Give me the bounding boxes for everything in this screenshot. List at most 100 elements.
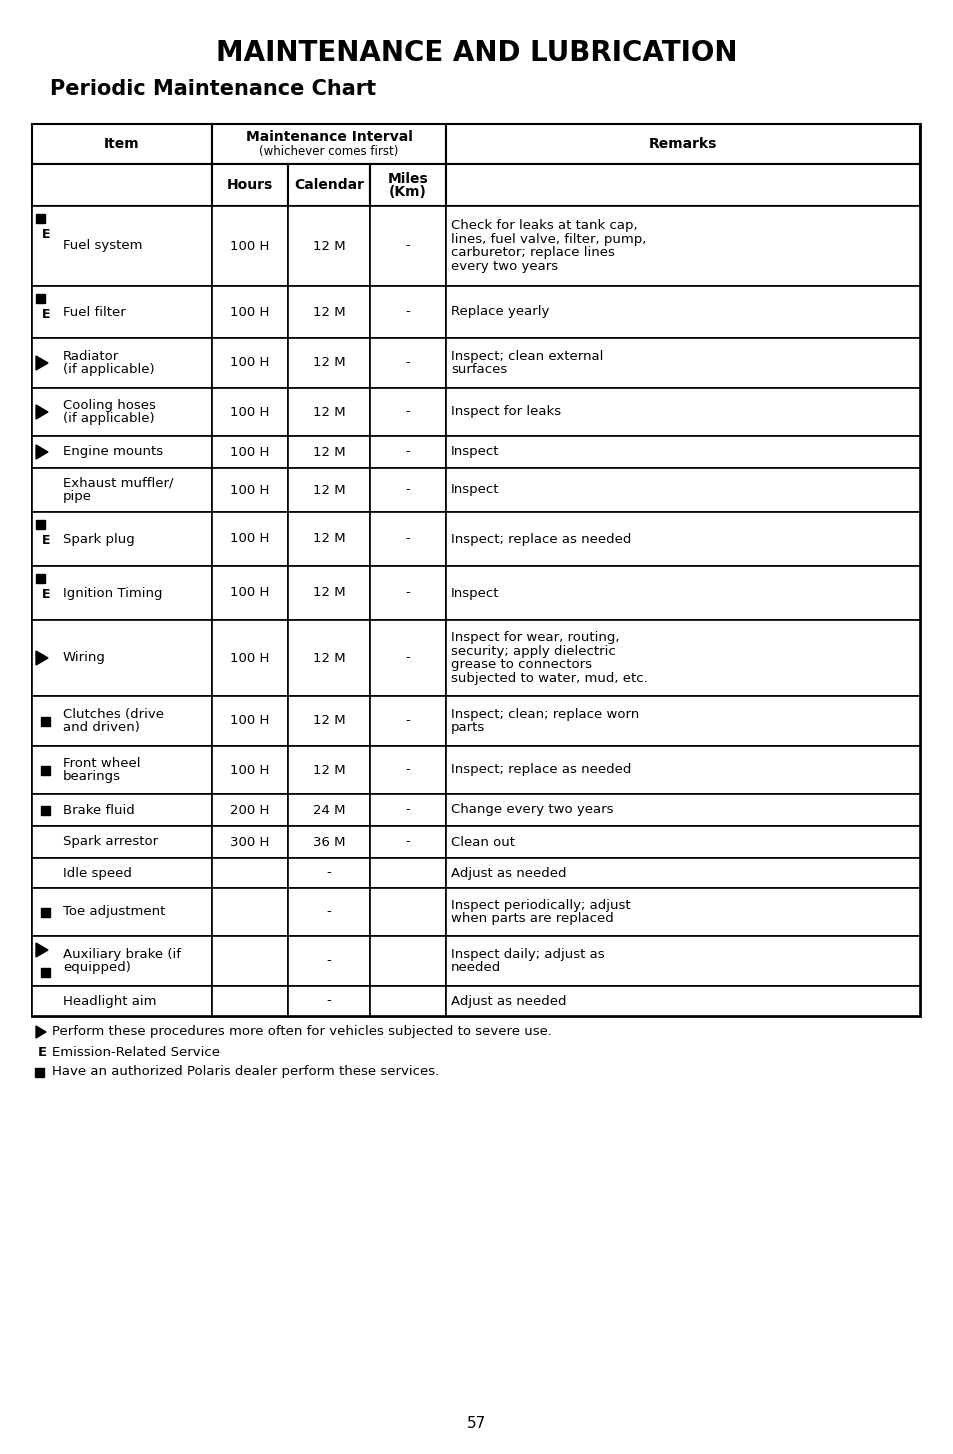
- Text: -: -: [405, 356, 410, 369]
- Bar: [288, 388, 370, 436]
- Text: Headlight aim: Headlight aim: [63, 995, 156, 1008]
- Bar: [370, 794, 446, 826]
- Text: Clutches (drive: Clutches (drive: [63, 708, 164, 721]
- Text: -: -: [405, 804, 410, 817]
- Text: 100 H: 100 H: [230, 586, 270, 599]
- Text: Idle speed: Idle speed: [63, 867, 132, 880]
- Text: parts: parts: [451, 721, 485, 734]
- Text: Have an authorized Polaris dealer perform these services.: Have an authorized Polaris dealer perfor…: [52, 1066, 438, 1079]
- Bar: [288, 164, 370, 206]
- Text: subjected to water, mud, etc.: subjected to water, mud, etc.: [451, 672, 647, 685]
- Bar: [370, 286, 446, 337]
- Text: Cooling hoses: Cooling hoses: [63, 398, 155, 411]
- Text: Miles: Miles: [387, 172, 428, 186]
- Text: security; apply dielectric: security; apply dielectric: [451, 644, 615, 657]
- Text: 100 H: 100 H: [230, 532, 270, 545]
- Bar: [288, 858, 370, 888]
- Bar: [212, 388, 288, 436]
- Bar: [288, 826, 370, 858]
- Bar: [212, 436, 288, 468]
- Text: (if applicable): (if applicable): [63, 413, 154, 426]
- Bar: [370, 888, 446, 936]
- Text: Check for leaks at tank cap,: Check for leaks at tank cap,: [451, 220, 637, 231]
- Bar: [288, 566, 370, 619]
- Bar: [212, 696, 288, 746]
- Bar: [446, 696, 919, 746]
- Bar: [288, 696, 370, 746]
- Text: 12 M: 12 M: [313, 763, 345, 776]
- Bar: [32, 826, 212, 858]
- Text: 12 M: 12 M: [313, 484, 345, 496]
- Bar: [446, 206, 919, 286]
- Text: E: E: [42, 228, 51, 241]
- Text: 12 M: 12 M: [313, 406, 345, 419]
- Bar: [288, 206, 370, 286]
- Bar: [32, 986, 212, 1016]
- Text: Spark plug: Spark plug: [63, 532, 134, 545]
- Text: Periodic Maintenance Chart: Periodic Maintenance Chart: [50, 79, 375, 99]
- Bar: [212, 826, 288, 858]
- Text: 57: 57: [467, 1416, 486, 1432]
- Text: 12 M: 12 M: [313, 714, 345, 727]
- Bar: [212, 888, 288, 936]
- Bar: [370, 619, 446, 696]
- Bar: [32, 696, 212, 746]
- Bar: [370, 696, 446, 746]
- Text: 24 M: 24 M: [313, 804, 345, 817]
- Text: needed: needed: [451, 961, 500, 974]
- Text: Adjust as needed: Adjust as needed: [451, 995, 566, 1008]
- Text: -: -: [405, 586, 410, 599]
- Text: Inspect: Inspect: [451, 445, 499, 458]
- Text: 12 M: 12 M: [313, 586, 345, 599]
- Bar: [370, 858, 446, 888]
- Bar: [288, 337, 370, 388]
- Bar: [446, 936, 919, 986]
- Text: Inspect: Inspect: [451, 484, 499, 496]
- Bar: [446, 468, 919, 512]
- Bar: [42, 967, 51, 977]
- Text: E: E: [42, 587, 51, 601]
- Text: 12 M: 12 M: [313, 532, 345, 545]
- Text: Inspect for wear, routing,: Inspect for wear, routing,: [451, 631, 618, 644]
- Bar: [370, 566, 446, 619]
- Bar: [32, 468, 212, 512]
- Text: bearings: bearings: [63, 771, 121, 784]
- Text: Maintenance Interval: Maintenance Interval: [245, 129, 412, 144]
- Bar: [36, 521, 45, 529]
- Text: Inspect; replace as needed: Inspect; replace as needed: [451, 763, 631, 776]
- Text: -: -: [405, 714, 410, 727]
- Text: Item: Item: [104, 137, 140, 151]
- Text: -: -: [405, 240, 410, 253]
- Text: 300 H: 300 H: [230, 836, 270, 849]
- Bar: [288, 986, 370, 1016]
- Text: 100 H: 100 H: [230, 356, 270, 369]
- Text: 100 H: 100 H: [230, 240, 270, 253]
- Bar: [446, 986, 919, 1016]
- Text: 100 H: 100 H: [230, 406, 270, 419]
- Text: 12 M: 12 M: [313, 305, 345, 318]
- Text: -: -: [405, 406, 410, 419]
- Polygon shape: [36, 1027, 46, 1038]
- Text: Hours: Hours: [227, 177, 273, 192]
- Bar: [288, 888, 370, 936]
- Bar: [212, 124, 446, 164]
- Text: pipe: pipe: [63, 490, 91, 503]
- Text: and driven): and driven): [63, 721, 140, 734]
- Text: Radiator: Radiator: [63, 349, 119, 362]
- Bar: [446, 888, 919, 936]
- Polygon shape: [36, 944, 48, 957]
- Bar: [446, 746, 919, 794]
- Text: Remarks: Remarks: [648, 137, 717, 151]
- Bar: [370, 436, 446, 468]
- Bar: [212, 858, 288, 888]
- Text: -: -: [405, 651, 410, 664]
- Text: (Km): (Km): [389, 185, 427, 199]
- Text: Inspect daily; adjust as: Inspect daily; adjust as: [451, 948, 604, 961]
- Bar: [212, 512, 288, 566]
- Text: -: -: [405, 836, 410, 849]
- Bar: [288, 794, 370, 826]
- Text: Inspect for leaks: Inspect for leaks: [451, 406, 560, 419]
- Bar: [446, 794, 919, 826]
- Polygon shape: [36, 356, 48, 369]
- Bar: [32, 124, 212, 164]
